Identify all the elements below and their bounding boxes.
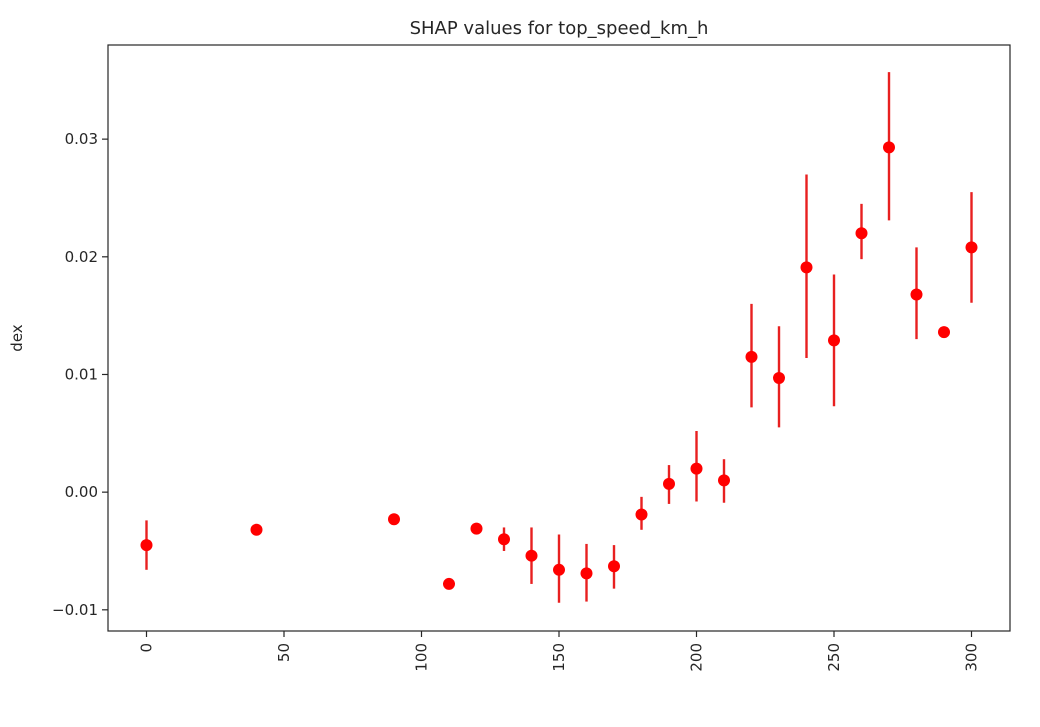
y-axis-ticks: −0.01 0.00 0.01 0.02 0.03 bbox=[52, 130, 108, 619]
data-point bbox=[800, 261, 813, 274]
y-tick-label: 0.01 bbox=[65, 365, 98, 383]
y-tick-label: 0.03 bbox=[65, 130, 98, 148]
y-tick-label: 0.00 bbox=[65, 483, 98, 501]
data-point bbox=[855, 227, 868, 240]
data-point bbox=[443, 577, 455, 590]
data-point bbox=[608, 560, 620, 573]
data-point bbox=[635, 508, 648, 521]
x-tick-label: 150 bbox=[550, 643, 568, 672]
data-point bbox=[773, 372, 785, 385]
x-tick-label: 0 bbox=[138, 643, 156, 653]
data-point bbox=[828, 334, 840, 347]
y-tick-label: −0.01 bbox=[52, 601, 98, 619]
data-point bbox=[470, 522, 483, 535]
data-point bbox=[718, 474, 730, 487]
x-tick-label: 100 bbox=[413, 643, 431, 672]
x-tick-label: 300 bbox=[963, 643, 981, 672]
data-points bbox=[140, 141, 978, 590]
data-point bbox=[525, 549, 538, 562]
data-point bbox=[883, 141, 895, 154]
plot-frame bbox=[107, 44, 1011, 632]
x-tick-label: 250 bbox=[825, 643, 843, 672]
data-point bbox=[140, 539, 153, 552]
y-axis-label: dex bbox=[8, 324, 26, 351]
chart-title: SHAP values for top_speed_km_h bbox=[410, 18, 709, 39]
data-point bbox=[938, 326, 950, 339]
x-tick-label: 200 bbox=[688, 643, 706, 672]
data-point bbox=[250, 523, 263, 536]
data-point bbox=[690, 462, 703, 475]
data-point bbox=[553, 563, 565, 576]
data-point bbox=[388, 513, 400, 526]
x-axis-ticks: 0 50 100 150 200 250 300 bbox=[138, 631, 981, 672]
x-tick-label: 50 bbox=[275, 643, 293, 662]
data-point bbox=[745, 350, 758, 363]
data-point bbox=[965, 241, 978, 254]
data-point bbox=[910, 288, 923, 301]
y-tick-label: 0.02 bbox=[65, 248, 98, 266]
data-point bbox=[663, 477, 675, 490]
data-point bbox=[498, 533, 510, 546]
data-point bbox=[580, 567, 593, 580]
